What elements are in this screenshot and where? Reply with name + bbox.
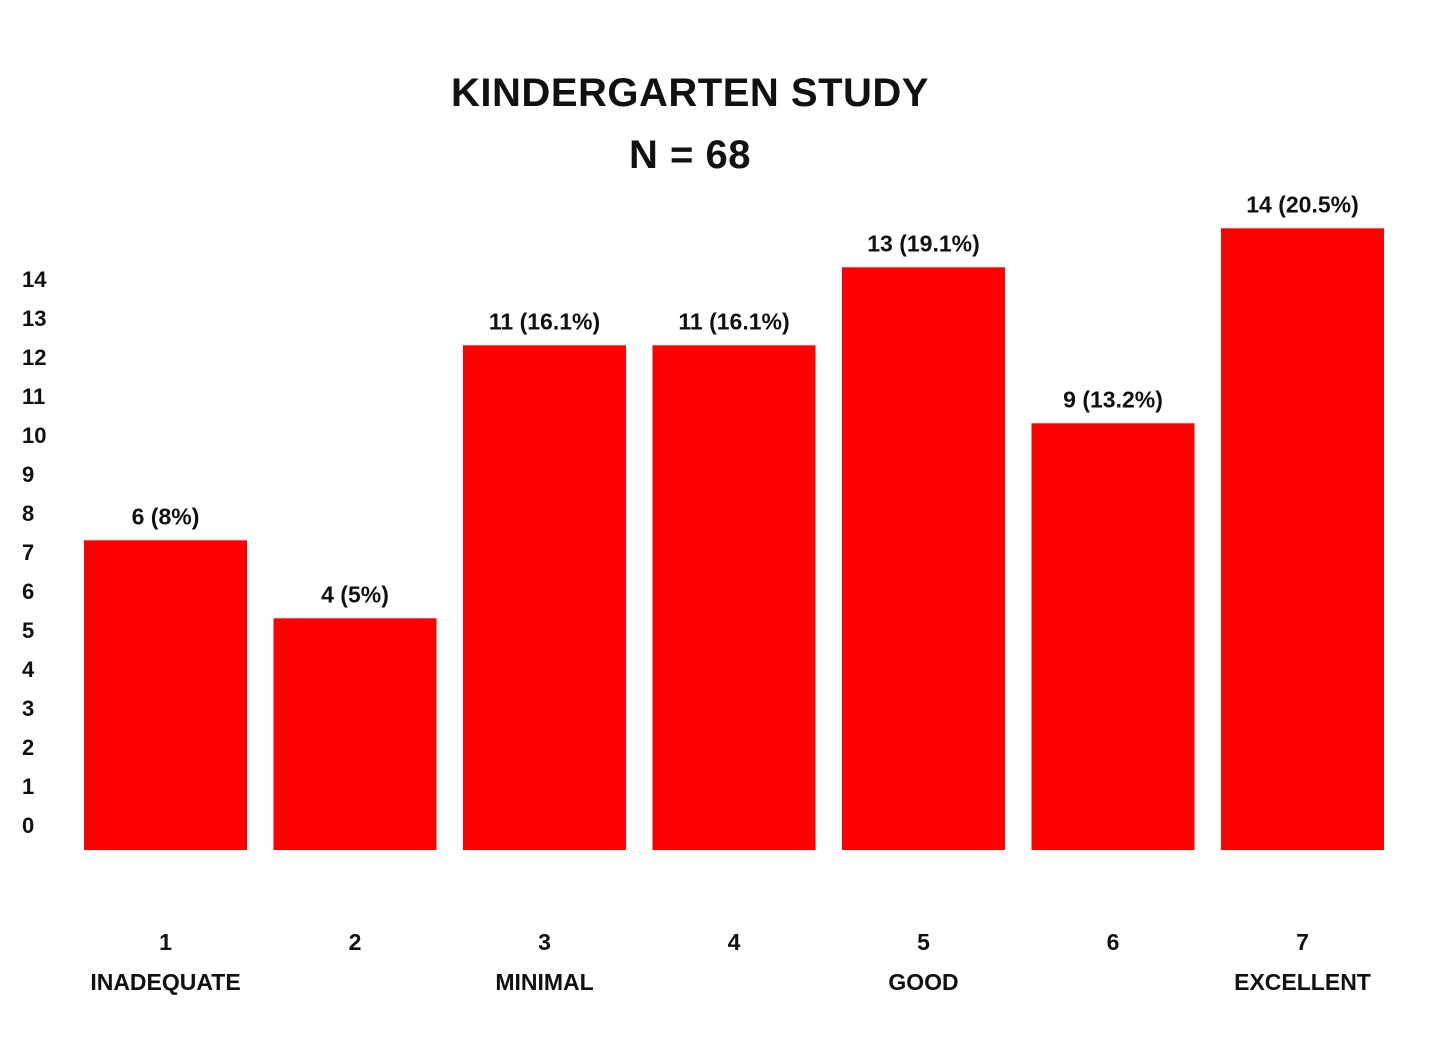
bar — [84, 540, 247, 850]
y-tick-label: 4 — [22, 657, 35, 682]
bar — [842, 267, 1005, 850]
data-label: 11 (16.1%) — [678, 308, 789, 334]
y-tick-label: 8 — [22, 501, 34, 526]
y-tick-label: 3 — [22, 696, 34, 721]
y-tick-label: 10 — [22, 423, 46, 448]
y-tick-label: 6 — [22, 579, 34, 604]
bar — [1031, 423, 1195, 850]
x-category-sublabel: INADEQUATE — [90, 969, 240, 995]
data-label: 6 (8%) — [132, 503, 200, 529]
data-label: 14 (20.5%) — [1246, 191, 1359, 217]
y-tick-label: 12 — [22, 345, 46, 370]
x-category-sublabel: MINIMAL — [495, 969, 593, 995]
x-tick-label: 1 — [159, 929, 172, 955]
bar — [652, 345, 816, 850]
bar — [273, 618, 437, 850]
x-tick-label: 3 — [538, 929, 551, 955]
chart-title: KINDERGARTEN STUDY — [451, 71, 929, 115]
x-tick-label: 2 — [349, 929, 362, 955]
y-tick-label: 9 — [22, 462, 34, 487]
data-label: 11 (16.1%) — [489, 308, 600, 334]
data-label: 9 (13.2%) — [1063, 386, 1163, 412]
bar — [1221, 228, 1384, 851]
chart-title-block: KINDERGARTEN STUDY N = 68 — [0, 62, 1380, 186]
data-label: 13 (19.1%) — [867, 230, 980, 256]
x-tick-label: 7 — [1296, 929, 1309, 955]
y-tick-label: 0 — [22, 813, 34, 838]
y-tick-label: 7 — [22, 540, 34, 565]
y-tick-label: 11 — [22, 384, 45, 409]
chart-subtitle: N = 68 — [629, 133, 751, 177]
x-tick-label: 6 — [1107, 929, 1120, 955]
y-tick-label: 13 — [22, 306, 46, 331]
data-label: 4 (5%) — [321, 581, 389, 607]
x-category-sublabel: GOOD — [888, 969, 958, 995]
y-tick-label: 1 — [22, 774, 34, 799]
x-category-sublabel: EXCELLENT — [1234, 969, 1371, 995]
y-tick-label: 2 — [22, 735, 34, 760]
x-tick-label: 4 — [728, 929, 741, 955]
bar — [463, 345, 626, 850]
y-tick-label: 5 — [22, 618, 34, 643]
y-tick-label: 14 — [22, 267, 47, 292]
x-tick-label: 5 — [917, 929, 930, 955]
